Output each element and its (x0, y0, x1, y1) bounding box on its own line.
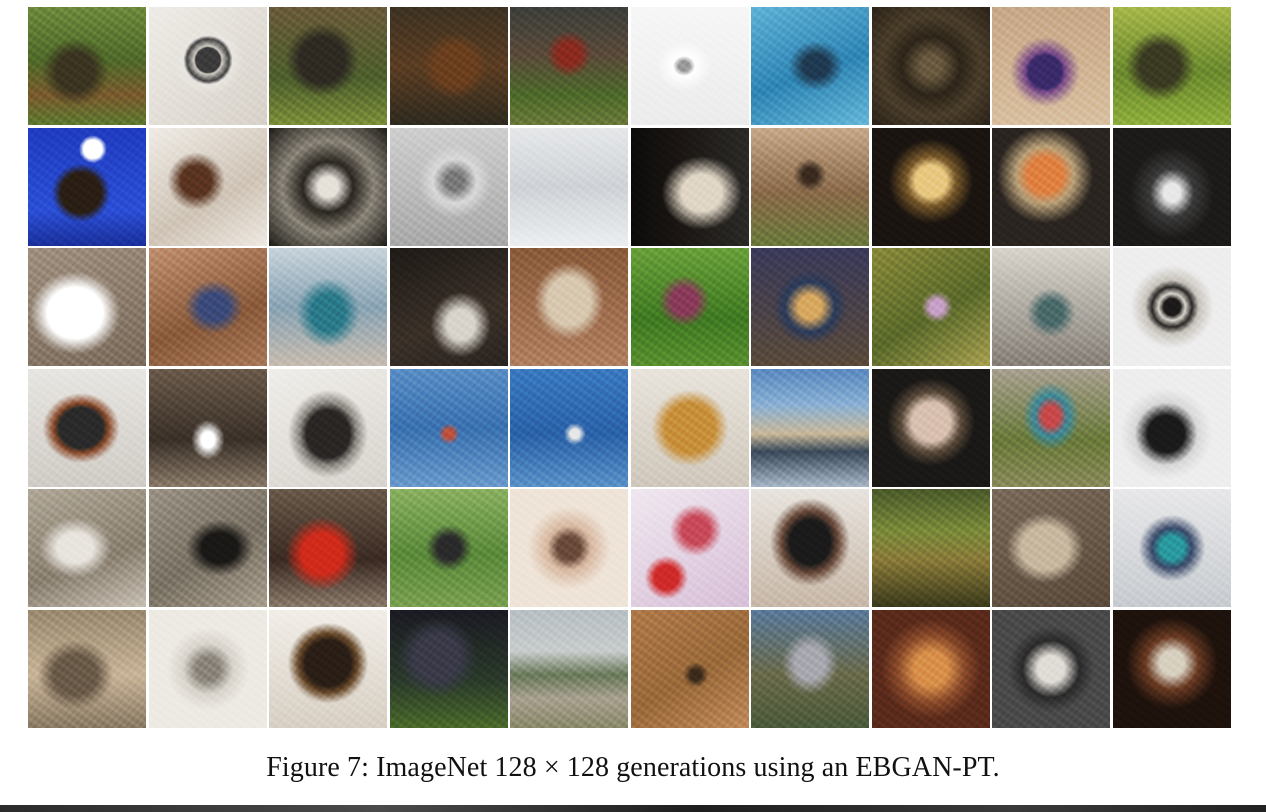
generated-sample-image (510, 127, 628, 246)
generated-sample-image (28, 248, 146, 366)
generated-sample-image (992, 127, 1110, 246)
generated-sample-image (630, 489, 749, 607)
generated-sample-image (148, 127, 267, 246)
generated-sample-image (751, 7, 869, 125)
generated-sample-image (871, 127, 990, 246)
generated-sample-image (751, 127, 869, 246)
page-edge-strip (0, 805, 1266, 812)
generated-sample-image (630, 127, 749, 246)
generated-sample-image (871, 489, 990, 607)
generated-sample-image (28, 127, 146, 246)
generated-sample-image (389, 368, 508, 487)
generated-sample-image (871, 609, 990, 728)
generated-sample-image (751, 609, 869, 728)
generated-sample-image (1112, 127, 1231, 246)
generated-sample-image (28, 368, 146, 487)
generated-sample-image (269, 368, 387, 487)
generated-sample-image (751, 489, 869, 607)
generated-image-grid (28, 7, 1231, 729)
generated-sample-image (148, 609, 267, 728)
generated-sample-image (992, 248, 1110, 366)
generated-sample-image (148, 7, 267, 125)
generated-sample-image (510, 609, 628, 728)
generated-sample-image (389, 609, 508, 728)
generated-sample-image (28, 609, 146, 728)
generated-sample-image (269, 609, 387, 728)
figure-caption: Figure 7: ImageNet 128 × 128 generations… (266, 752, 1000, 783)
generated-sample-image (630, 248, 749, 366)
generated-sample-image (630, 7, 749, 125)
generated-sample-image (510, 489, 628, 607)
generated-sample-image (389, 248, 508, 366)
generated-sample-image (28, 489, 146, 607)
generated-sample-image (389, 127, 508, 246)
generated-sample-image (871, 7, 990, 125)
generated-sample-image (992, 489, 1110, 607)
generated-sample-image (751, 368, 869, 487)
generated-sample-image (992, 7, 1110, 125)
generated-sample-image (148, 489, 267, 607)
generated-sample-image (1112, 248, 1231, 366)
generated-sample-image (992, 609, 1110, 728)
generated-sample-image (871, 368, 990, 487)
generated-sample-image (269, 489, 387, 607)
generated-sample-image (148, 248, 267, 366)
generated-sample-image (510, 7, 628, 125)
generated-sample-image (630, 368, 749, 487)
generated-sample-image (510, 248, 628, 366)
generated-sample-image (389, 489, 508, 607)
generated-sample-image (992, 368, 1110, 487)
generated-sample-image (28, 7, 146, 125)
generated-sample-image (1112, 7, 1231, 125)
generated-sample-image (1112, 368, 1231, 487)
generated-sample-image (510, 368, 628, 487)
generated-sample-image (269, 127, 387, 246)
generated-sample-image (1112, 609, 1231, 728)
generated-sample-image (148, 368, 267, 487)
generated-sample-image (269, 7, 387, 125)
generated-sample-image (871, 248, 990, 366)
generated-sample-image (269, 248, 387, 366)
generated-sample-image (630, 609, 749, 728)
generated-sample-image (1112, 489, 1231, 607)
generated-sample-image (389, 7, 508, 125)
generated-sample-image (751, 248, 869, 366)
